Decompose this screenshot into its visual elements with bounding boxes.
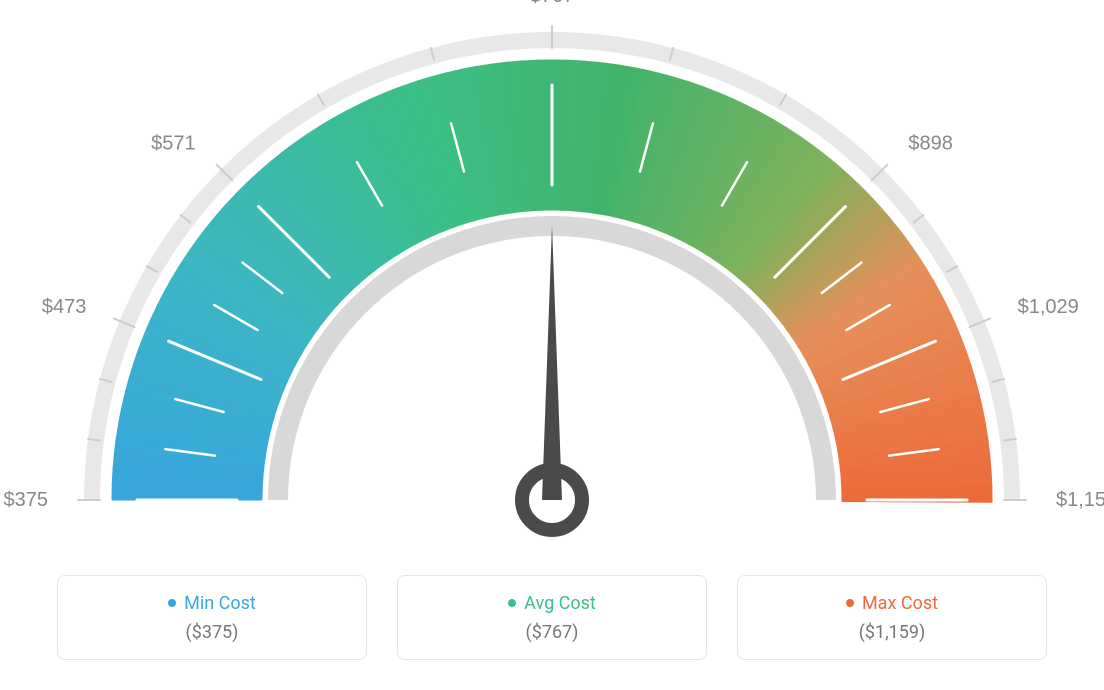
legend-dot-max xyxy=(846,599,854,607)
legend-max-label: Max Cost xyxy=(862,593,938,614)
legend-card-avg: Avg Cost ($767) xyxy=(397,575,707,660)
cost-gauge-container: $375 $473 $571 $767 $898 $1,029 $1,159 Min Cos… xyxy=(0,0,1104,690)
legend-min-value: ($375) xyxy=(186,622,239,643)
svg-text:$1,029: $1,029 xyxy=(1018,296,1079,318)
legend-dot-avg xyxy=(508,599,516,607)
legend-max-label-row: Max Cost xyxy=(846,593,938,614)
legend-avg-label-row: Avg Cost xyxy=(508,593,596,614)
legend-dot-min xyxy=(168,599,176,607)
legend-max-value: ($1,159) xyxy=(859,622,926,643)
svg-text:$571: $571 xyxy=(151,133,196,155)
legend-row: Min Cost ($375) Avg Cost ($767) Max Cost… xyxy=(50,575,1054,660)
legend-min-label: Min Cost xyxy=(184,593,256,614)
svg-text:$767: $767 xyxy=(530,0,575,7)
legend-avg-label: Avg Cost xyxy=(524,593,596,614)
svg-text:$898: $898 xyxy=(908,133,953,155)
legend-avg-value: ($767) xyxy=(526,622,579,643)
svg-text:$1,159: $1,159 xyxy=(1056,489,1104,511)
legend-card-max: Max Cost ($1,159) xyxy=(737,575,1047,660)
legend-min-label-row: Min Cost xyxy=(168,593,256,614)
gauge-chart: $375 $473 $571 $767 $898 $1,029 $1,159 xyxy=(0,0,1104,570)
svg-text:$473: $473 xyxy=(42,296,87,318)
svg-text:$375: $375 xyxy=(4,489,49,511)
legend-card-min: Min Cost ($375) xyxy=(57,575,367,660)
